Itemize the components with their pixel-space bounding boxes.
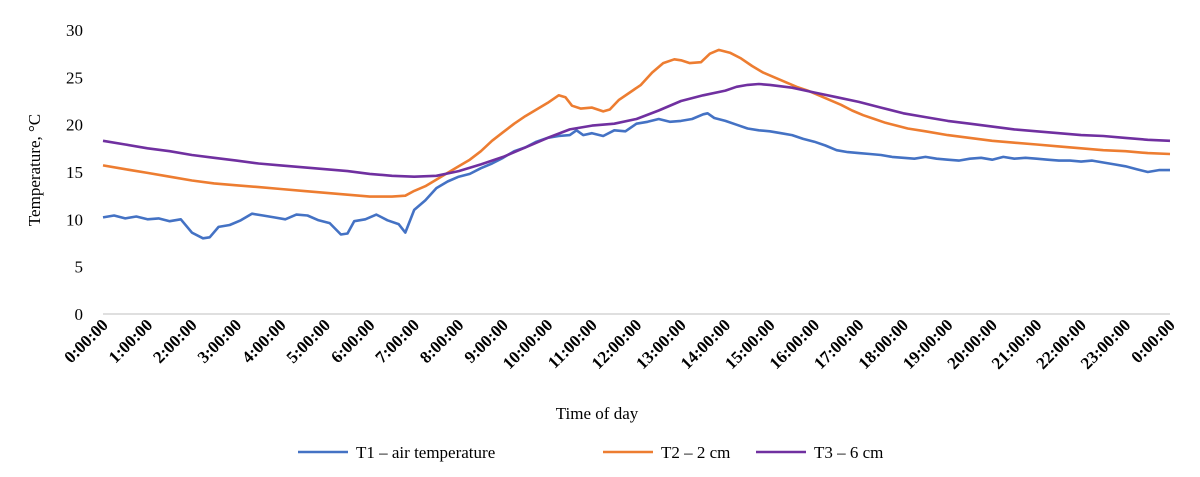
x-tick-label: 6:00:00 <box>327 315 378 366</box>
series-line-t2 <box>102 48 1171 198</box>
x-tick-label: 23:00:00 <box>1077 315 1135 373</box>
y-axis-title: Temperature, °C <box>25 114 44 226</box>
series-layer <box>102 48 1171 240</box>
x-tick-label: 5:00:00 <box>283 315 334 366</box>
y-tick-label: 0 <box>75 305 84 324</box>
y-tick-label: 25 <box>66 68 83 87</box>
x-tick-label: 3:00:00 <box>194 315 245 366</box>
y-tick-label: 10 <box>66 210 83 229</box>
x-tick-label: 7:00:00 <box>372 315 423 366</box>
series-line-t1 <box>102 112 1170 240</box>
x-tick-label: 1:00:00 <box>105 315 156 366</box>
legend-label-t3: T3 – 6 cm <box>814 443 883 462</box>
y-tick-label: 30 <box>66 21 83 40</box>
series-line-t3 <box>102 82 1171 178</box>
y-tick-label: 15 <box>66 163 83 182</box>
legend: T1 – air temperature T2 – 2 cm T3 – 6 cm <box>298 443 883 462</box>
legend-label-t2: T2 – 2 cm <box>661 443 730 462</box>
x-tick-label: 8:00:00 <box>416 315 467 366</box>
y-tick-label: 20 <box>66 116 83 135</box>
x-tick-label: 0:00:00 <box>1127 315 1178 366</box>
y-tick-label: 5 <box>75 258 84 277</box>
legend-label-t1: T1 – air temperature <box>356 443 495 462</box>
y-axis-ticks: 0 5 10 15 20 25 30 <box>66 21 83 324</box>
x-tick-label: 2:00:00 <box>149 315 200 366</box>
x-tick-label: 0:00:00 <box>60 315 111 366</box>
x-axis-title: Time of day <box>556 404 639 423</box>
x-tick-label: 4:00:00 <box>238 315 289 366</box>
x-tick-label: 10:00:00 <box>499 315 557 373</box>
x-axis-ticks: 0:00:001:00:002:00:003:00:004:00:005:00:… <box>60 315 1178 373</box>
